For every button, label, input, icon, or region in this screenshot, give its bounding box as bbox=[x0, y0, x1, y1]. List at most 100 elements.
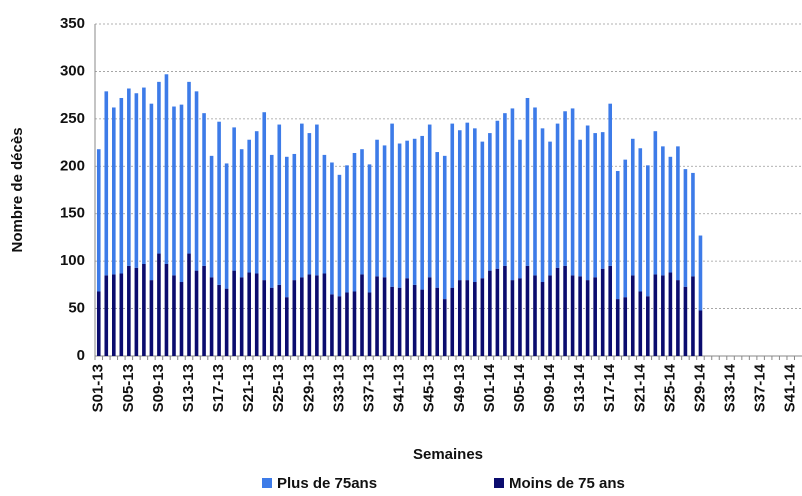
bar-segment bbox=[397, 287, 402, 356]
bar-segment bbox=[307, 274, 312, 356]
bar-segment bbox=[390, 123, 394, 287]
bar-segment bbox=[608, 103, 613, 266]
bar-segment bbox=[593, 133, 597, 278]
x-axis-label: Semaines bbox=[413, 446, 483, 463]
bar-segment bbox=[533, 275, 537, 356]
bar-segment bbox=[503, 265, 507, 356]
bar-segment bbox=[691, 276, 695, 356]
bar-segment bbox=[142, 263, 146, 356]
bar-segment bbox=[262, 112, 267, 281]
bar-segment bbox=[217, 121, 221, 285]
bar-segment bbox=[638, 291, 643, 356]
bar-segment bbox=[127, 265, 131, 356]
bar-segment bbox=[540, 282, 545, 356]
bar-segment bbox=[269, 287, 274, 356]
x-tick-label: S25-13 bbox=[270, 364, 287, 412]
bar-segment bbox=[375, 139, 379, 277]
bar-segment bbox=[202, 113, 206, 266]
bar-segment bbox=[698, 235, 703, 311]
bar-segment bbox=[518, 139, 522, 279]
bar-segment bbox=[284, 156, 289, 298]
bar-segment bbox=[337, 174, 342, 297]
bar-segment bbox=[661, 146, 665, 276]
bar-segment bbox=[284, 297, 289, 356]
x-tick-label: S17-14 bbox=[601, 363, 618, 412]
bar-segment bbox=[179, 282, 184, 356]
bar-segment bbox=[570, 275, 575, 356]
bar-segment bbox=[112, 274, 116, 356]
bar-segment bbox=[518, 278, 522, 356]
bar-segment bbox=[676, 280, 680, 356]
bar-segment bbox=[247, 272, 251, 356]
y-tick-label: 0 bbox=[77, 347, 85, 364]
x-tick-label: S37-13 bbox=[360, 364, 377, 412]
bar-segment bbox=[187, 253, 191, 356]
bar-segment bbox=[209, 155, 214, 278]
x-tick-label: S25-14 bbox=[661, 363, 678, 412]
bar-segment bbox=[134, 267, 139, 356]
bar-segment bbox=[473, 282, 477, 356]
x-tick-label: S13-13 bbox=[180, 364, 197, 412]
bar-segment bbox=[495, 268, 500, 356]
bar-segment bbox=[164, 263, 169, 356]
bar-segment bbox=[533, 107, 537, 276]
bar-segment bbox=[646, 165, 650, 297]
bar-segment bbox=[232, 270, 236, 356]
bar-segment bbox=[480, 141, 485, 279]
x-tick-label: S17-13 bbox=[210, 364, 227, 412]
y-tick-label: 250 bbox=[60, 110, 85, 127]
bar-segment bbox=[570, 108, 575, 276]
bar-segment bbox=[630, 138, 635, 276]
bar-segment bbox=[397, 143, 402, 288]
y-tick-label: 50 bbox=[68, 300, 85, 317]
bar-segment bbox=[382, 145, 387, 278]
bar-segment bbox=[525, 265, 530, 356]
bar-segment bbox=[104, 91, 109, 276]
y-axis-label: Nombre de décès bbox=[9, 127, 26, 252]
bar-segment bbox=[420, 289, 424, 356]
bar-segment bbox=[623, 159, 628, 298]
bar-segment bbox=[503, 113, 507, 266]
x-tick-label: S41-13 bbox=[391, 364, 408, 412]
y-tick-label: 150 bbox=[60, 205, 85, 222]
bar-segment bbox=[600, 132, 605, 269]
x-tick-label: S09-14 bbox=[541, 363, 558, 412]
x-tick-label: S29-14 bbox=[691, 363, 708, 412]
bar-segment bbox=[119, 273, 124, 356]
bar-segment bbox=[307, 133, 312, 275]
bar-segment bbox=[179, 104, 184, 283]
bar-segment bbox=[510, 108, 515, 281]
x-tick-label: S49-13 bbox=[451, 364, 468, 412]
bar-segment bbox=[352, 153, 357, 292]
bar-segment bbox=[330, 294, 334, 356]
bar-segment bbox=[300, 277, 304, 356]
bar-segment bbox=[254, 131, 259, 274]
bar-segment bbox=[232, 127, 236, 271]
x-tick-label: S13-14 bbox=[571, 363, 588, 412]
x-tick-label: S45-13 bbox=[421, 364, 438, 412]
x-tick-label: S09-13 bbox=[150, 364, 167, 412]
bar-segment bbox=[608, 265, 613, 356]
bar-segment bbox=[442, 155, 447, 300]
x-tick-label: S01-13 bbox=[90, 364, 107, 412]
bar-segment bbox=[412, 138, 417, 285]
bar-segment bbox=[585, 280, 590, 356]
bar-segment bbox=[292, 153, 297, 281]
bar-segment bbox=[104, 275, 109, 356]
bar-segment bbox=[209, 277, 214, 356]
bar-segment bbox=[360, 274, 364, 356]
bar-segment bbox=[315, 124, 319, 276]
bar-segment bbox=[457, 280, 462, 356]
bar-segment bbox=[555, 267, 560, 356]
bar-segment bbox=[330, 162, 334, 295]
bar-segment bbox=[473, 128, 477, 283]
bar-segment bbox=[405, 278, 409, 356]
x-tick-label: S21-13 bbox=[240, 364, 257, 412]
x-tick-label: S05-14 bbox=[511, 363, 528, 412]
bar-segment bbox=[555, 123, 560, 268]
bar-segment bbox=[142, 87, 146, 264]
bar-segment bbox=[450, 123, 455, 288]
bar-segment bbox=[345, 165, 349, 293]
bar-segment bbox=[653, 274, 658, 356]
